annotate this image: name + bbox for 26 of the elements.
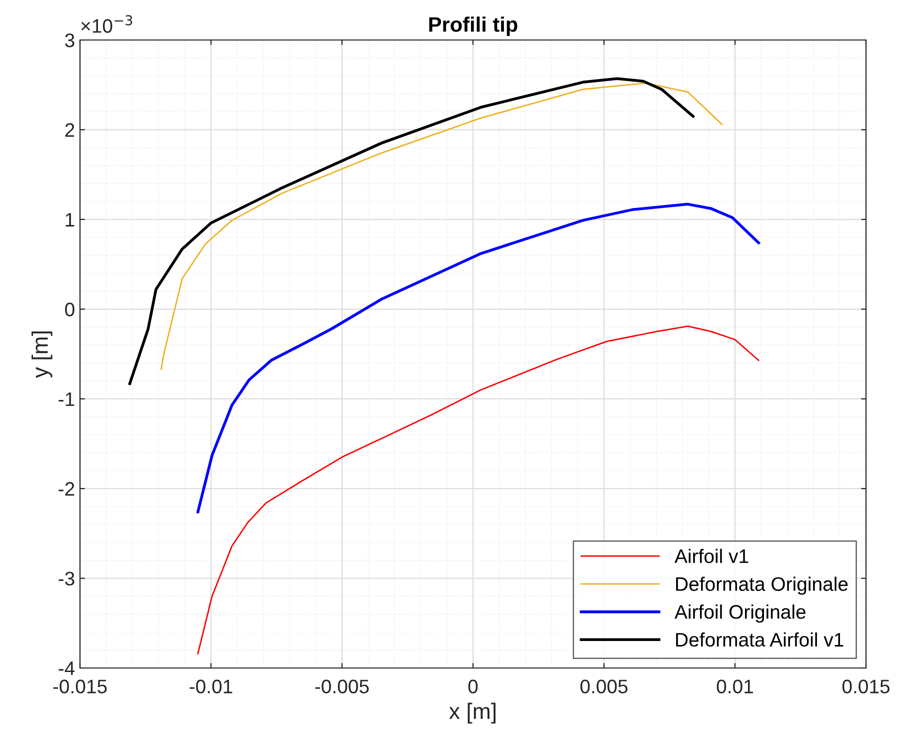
line-series bbox=[128, 77, 694, 385]
x-tick-label: -0.015 bbox=[53, 680, 107, 694]
line-series bbox=[196, 202, 760, 514]
y-tick-label: -2 bbox=[58, 482, 74, 496]
legend-label: Airfoil Originale bbox=[674, 604, 806, 623]
legend-label: Airfoil v1 bbox=[674, 548, 748, 564]
x-tick-label: 0.01 bbox=[716, 680, 753, 694]
y-tick-label: 3 bbox=[65, 33, 74, 48]
x-axis-title: x [m] bbox=[449, 702, 496, 724]
y-tick-label: 1 bbox=[66, 213, 74, 226]
line-series bbox=[160, 82, 723, 370]
x-tick-label: 0 bbox=[468, 680, 478, 694]
legend-label: Deformata Airfoil v1 bbox=[676, 632, 844, 647]
y-tick-label: -1 bbox=[58, 392, 74, 406]
chart-title: Profili tip bbox=[429, 16, 518, 36]
text: ×10$^{−3}$ bbox=[81, 15, 132, 33]
y-tick-label: 0 bbox=[65, 302, 74, 316]
y-axis-title: y [m] bbox=[32, 332, 52, 378]
x-tick-label: -0.01 bbox=[190, 680, 232, 694]
x-tick-label: 0.005 bbox=[580, 680, 628, 694]
y-tick-label: -3 bbox=[58, 572, 74, 586]
x-tick-label: -0.005 bbox=[315, 680, 369, 694]
y-tick-label: -4 bbox=[58, 662, 75, 676]
y-tick-label: 2 bbox=[65, 123, 74, 137]
x-tick-label: 0.015 bbox=[842, 680, 890, 694]
legend-label: Deformata Originale bbox=[676, 576, 848, 595]
